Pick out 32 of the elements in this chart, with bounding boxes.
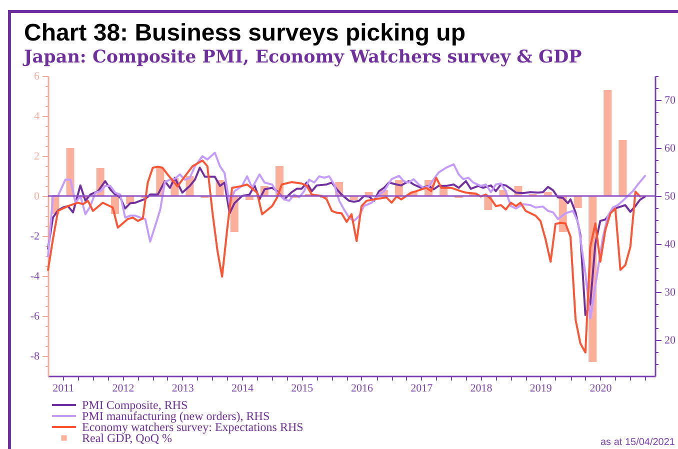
y2-tick-label: 60 xyxy=(664,142,676,154)
bar xyxy=(604,90,612,196)
x-tick-label: 2011 xyxy=(52,382,74,394)
x-tick-label: 2018 xyxy=(470,382,493,394)
y-tick-label: -8 xyxy=(30,350,40,362)
x-tick-label: 2015 xyxy=(291,382,314,394)
y2-tick-label: 50 xyxy=(664,190,676,202)
legend-label: PMI Composite, RHS xyxy=(82,398,188,412)
y2-tick-label: 30 xyxy=(664,286,676,298)
y2-tick-label: 70 xyxy=(664,94,676,106)
chart-subtitle: Japan: Composite PMI, Economy Watchers survey & GDP xyxy=(22,48,582,68)
y2-tick-label: 40 xyxy=(664,238,676,250)
y-tick-label: 0 xyxy=(34,190,40,202)
x-tick-label: 2013 xyxy=(172,382,194,394)
y-tick-label: -6 xyxy=(30,310,40,322)
x-tick-label: 2016 xyxy=(350,382,374,394)
line-series xyxy=(47,159,641,354)
x-tick-label: 2012 xyxy=(112,382,134,394)
y-tick-label: 2 xyxy=(34,150,40,162)
x-tick-label: 2017 xyxy=(410,382,434,394)
y-tick-label: 6 xyxy=(34,70,40,82)
x-tick-label: 2019 xyxy=(530,382,552,394)
y-tick-label: 4 xyxy=(34,110,40,122)
bar xyxy=(574,196,582,208)
y2-tick-label: 20 xyxy=(664,334,676,346)
x-tick-label: 2020 xyxy=(590,382,612,394)
x-tick-label: 2014 xyxy=(232,382,254,394)
bar xyxy=(618,140,627,196)
text: as at 15/04/2021 xyxy=(600,437,675,448)
y-tick-label: -4 xyxy=(30,270,40,282)
chart-title: Chart 38: Business surveys picking up xyxy=(24,20,466,46)
y-tick-label: -2 xyxy=(30,230,40,242)
